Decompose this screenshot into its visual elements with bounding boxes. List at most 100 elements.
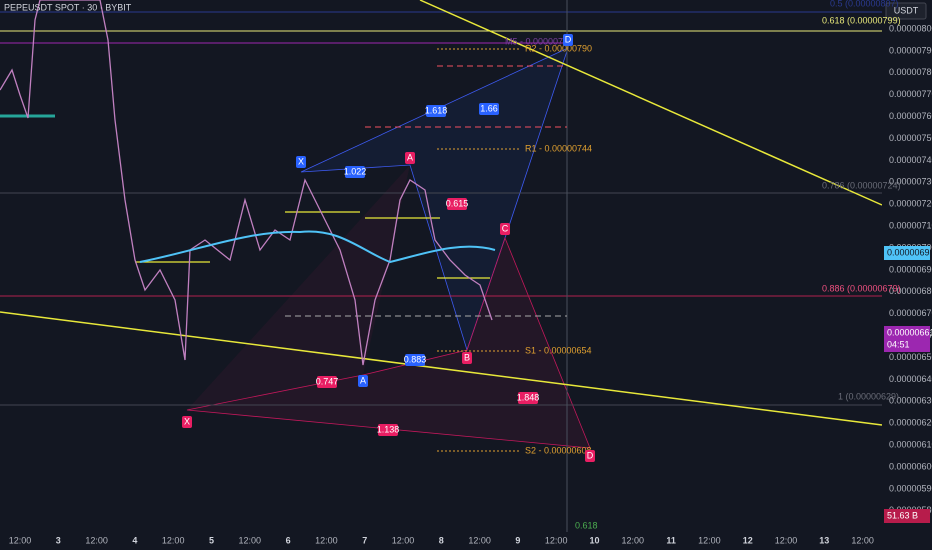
time-axis-label: 10	[589, 535, 599, 545]
fib-label: 0.618	[575, 520, 598, 530]
pattern-point-box	[462, 352, 472, 364]
ratio-box	[447, 198, 467, 210]
pattern-ratio: 1.618	[425, 105, 448, 115]
time-axis-label: 12:00	[622, 535, 645, 545]
ratio-box	[479, 103, 499, 115]
time-axis-label: 12:00	[698, 535, 721, 545]
pivot-label: R1 - 0.00000744	[525, 143, 592, 153]
price-axis-label: 0.00000770	[889, 89, 932, 99]
time-axis-label: 12:00	[239, 535, 262, 545]
pattern-point-box	[296, 156, 306, 168]
price-axis-panel	[882, 0, 932, 550]
pivot-label: S1 - 0.00000654	[525, 345, 592, 355]
price-axis-label: 0.00000600	[889, 461, 932, 471]
price-sketch	[0, 0, 493, 366]
symbol-title: PEPEUSDT SPOT · 30 · BYBIT	[4, 2, 132, 12]
pattern-point: C	[502, 223, 509, 233]
countdown: 04:51	[887, 339, 910, 349]
pattern-point: X	[184, 416, 190, 426]
price-axis-label: 0.00000630	[889, 396, 932, 406]
time-axis-label: 4	[132, 535, 137, 545]
ratio-box	[378, 424, 398, 436]
pattern-ratio: 0.747	[316, 376, 339, 386]
price-axis-label: 0.00000760	[889, 111, 932, 121]
time-axis-label: 12:00	[468, 535, 491, 545]
time-axis-label: 12:00	[775, 535, 798, 545]
pattern-point-box	[358, 375, 368, 387]
price-axis-label: 0.00000620	[889, 418, 932, 428]
price-tag-text: 0.00000661	[887, 327, 932, 337]
price-axis-label: 0.00000780	[889, 67, 932, 77]
price-axis-label: 0.00000680	[889, 286, 932, 296]
pattern-ratio: 1.022	[344, 166, 367, 176]
price-axis-label: 0.00000730	[889, 177, 932, 187]
price-axis-label: 0.00000800	[889, 23, 932, 33]
price-tag	[884, 326, 930, 352]
time-axis-label: 12:00	[315, 535, 338, 545]
pattern-ratio: 0.615	[446, 198, 469, 208]
time-axis-label: 7	[362, 535, 367, 545]
price-axis-label: 0.00000790	[889, 45, 932, 55]
price-tag-text: 51.63 B	[887, 510, 918, 520]
pattern-point: X	[298, 156, 304, 166]
pattern-point: A	[407, 152, 413, 162]
pattern-point-box	[500, 223, 510, 235]
fib-label: 0.5 (0.00000807)	[830, 0, 899, 8]
pattern-point-box	[405, 152, 415, 164]
price-tag-text: 0.00000698	[887, 247, 932, 257]
time-axis-label: 12:00	[851, 535, 874, 545]
ratio-box	[317, 376, 337, 388]
price-axis-label: 0.00000670	[889, 308, 932, 318]
price-tag	[884, 509, 930, 523]
pivot-label: S2 - 0.00000608	[525, 445, 592, 455]
fib-label: 0.886 (0.00000679)	[822, 283, 901, 293]
price-axis-label: 0.00000590	[889, 483, 932, 493]
ratio-box	[518, 392, 538, 404]
pattern-point-box	[585, 450, 595, 462]
price-axis-label: 0.00000640	[889, 374, 932, 384]
pattern-point: D	[565, 34, 572, 44]
price-axis-label: 0.00000710	[889, 220, 932, 230]
moving-average	[139, 230, 496, 264]
pattern-point-box	[182, 416, 192, 428]
time-axis-label: 9	[515, 535, 520, 545]
pivot-label: M5 - 0.00000799	[505, 36, 573, 46]
ratio-box	[405, 354, 425, 366]
trend-line	[0, 311, 883, 426]
time-axis-label: 5	[209, 535, 214, 545]
currency-label: USDT	[894, 5, 919, 15]
pattern-point: A	[360, 375, 366, 385]
pivot-label: R2 - 0.00000790	[525, 43, 592, 53]
time-axis-label: 12:00	[162, 535, 185, 545]
ratio-box	[345, 166, 365, 178]
price-axis-label: 0.00000690	[889, 264, 932, 274]
ratio-box	[426, 105, 446, 117]
price-tag	[884, 246, 930, 260]
pattern-point: D	[587, 450, 594, 460]
pattern-ratio: 1.848	[517, 392, 540, 402]
price-axis-label: 0.00000650	[889, 352, 932, 362]
fib-label: 1 (0.00000629)	[838, 391, 899, 401]
time-axis-label: 3	[56, 535, 61, 545]
price-axis-label: 0.00000740	[889, 155, 932, 165]
time-axis-label: 12:00	[9, 535, 32, 545]
trend-line	[419, 0, 883, 206]
time-axis-label: 12:00	[545, 535, 568, 545]
pattern-ratio: 1.66	[480, 103, 498, 113]
time-axis-label: 13	[819, 535, 829, 545]
time-axis-label: 8	[439, 535, 444, 545]
pattern-ratio: 0.883	[404, 354, 427, 364]
time-axis-label: 12:00	[85, 535, 108, 545]
time-axis-label: 12:00	[392, 535, 415, 545]
fib-label: 0.618 (0.00000799)	[822, 15, 901, 25]
pattern-ratio: 1.138	[377, 424, 400, 434]
fib-label: 0.786 (0.00000724)	[822, 180, 901, 190]
pattern-triangle	[187, 165, 410, 410]
pattern-point-box	[563, 34, 573, 46]
price-axis-label: 0.00000610	[889, 439, 932, 449]
currency-button[interactable]	[885, 2, 927, 20]
pattern-point: B	[464, 352, 470, 362]
time-axis-label: 12	[743, 535, 753, 545]
time-axis-label: 11	[666, 535, 676, 545]
